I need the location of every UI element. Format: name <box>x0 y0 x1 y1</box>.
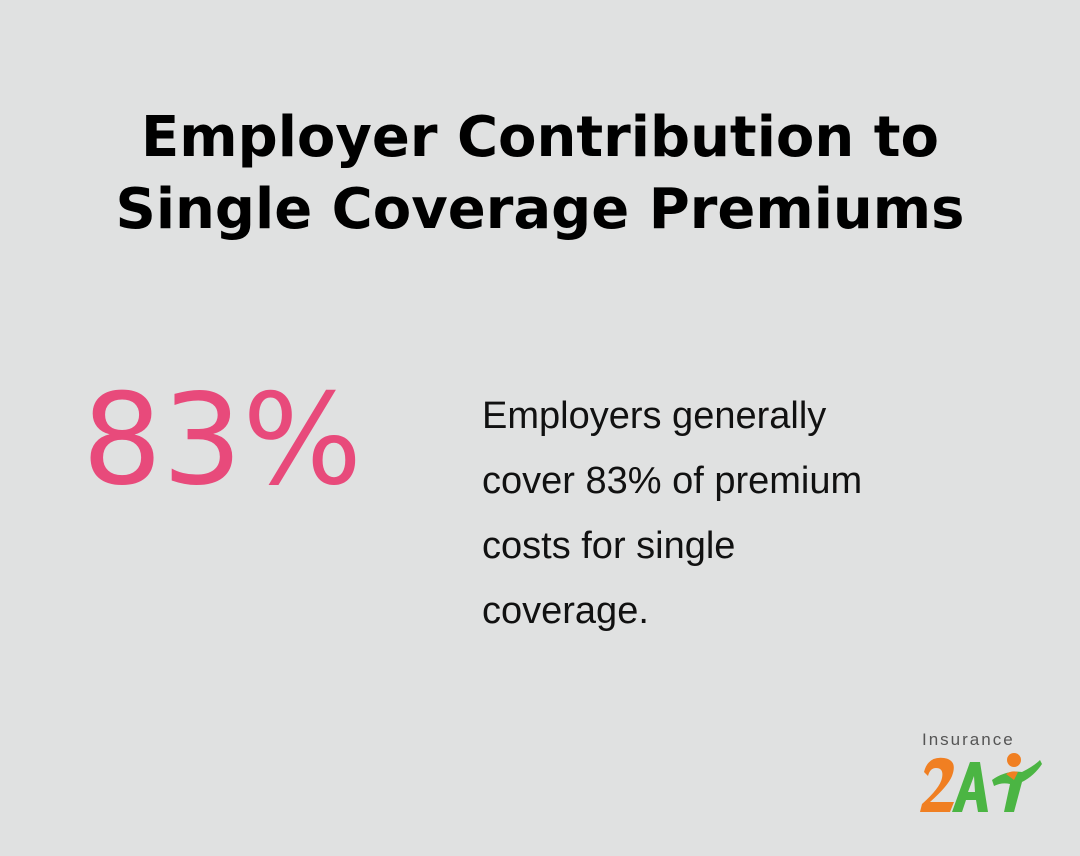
description-line-4: coverage. <box>482 590 649 632</box>
logo-wordmark: Insurance <box>922 730 1015 749</box>
logo-figure-icon <box>920 753 1042 812</box>
description-line-2: cover 83% of premium <box>482 460 863 502</box>
stat-description: Employers generally cover 83% of premium… <box>482 384 1042 644</box>
description-line-1: Employers generally <box>482 395 827 437</box>
stat-value: 83% <box>82 366 363 513</box>
title-line-2: Single Coverage Premiums <box>115 177 965 242</box>
description-line-3: costs for single <box>482 525 736 567</box>
page-title: Employer Contribution to Single Coverage… <box>0 102 1080 246</box>
title-line-1: Employer Contribution to <box>141 105 939 170</box>
brand-logo: Insurance <box>918 730 1048 820</box>
